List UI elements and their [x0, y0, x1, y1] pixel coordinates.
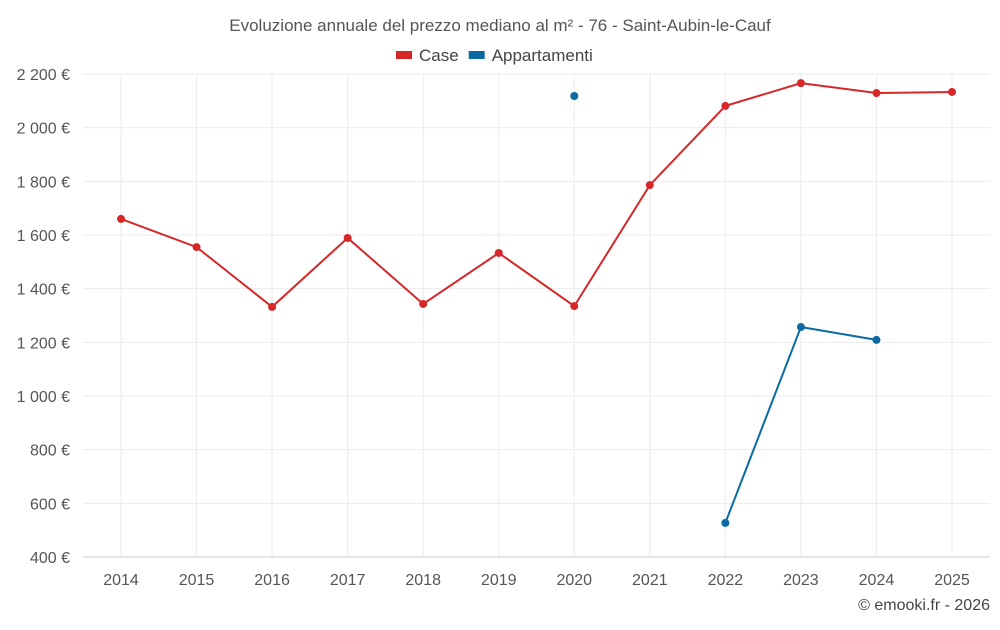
series-line-case: [120, 82, 953, 309]
legend-swatch-case: [396, 51, 412, 59]
data-point-case: [948, 87, 956, 96]
data-point-appartamenti: [570, 92, 579, 101]
x-tick-label: 2014: [103, 572, 139, 589]
y-tick-label: 400 €: [30, 550, 70, 567]
data-point-case: [494, 248, 503, 257]
data-point-case: [796, 79, 805, 88]
data-point-case: [192, 243, 201, 252]
y-tick-label: 1 200 €: [17, 335, 70, 352]
chart-title: Evoluzione annuale del prezzo mediano al…: [229, 16, 771, 35]
y-axis: 400 € 600 € 800 € 1 000 € 1 200 € 1 400 € 1 60…: [17, 67, 70, 567]
x-tick-label: 2022: [708, 572, 744, 589]
y-tick-label: 600 €: [30, 496, 70, 513]
y-tick-label: 1 600 €: [17, 228, 70, 245]
legend-label-case: Case: [419, 46, 459, 65]
data-point-case: [872, 89, 881, 98]
data-point-case: [645, 181, 654, 190]
y-tick-label: 1 400 €: [17, 282, 70, 299]
y-tick-label: 2 200 €: [17, 67, 70, 84]
data-point-case: [419, 299, 428, 308]
data-point-appartamenti: [721, 518, 730, 527]
grid: [83, 73, 990, 558]
legend-label-appartamenti: Appartamenti: [492, 46, 593, 65]
data-point-case: [268, 302, 277, 311]
y-tick-label: 1 800 €: [17, 174, 70, 191]
x-tick-label: 2016: [254, 572, 290, 589]
y-tick-label: 2 000 €: [17, 121, 70, 138]
data-point-case: [570, 302, 579, 311]
legend-swatch-appartamenti: [468, 51, 485, 59]
data-point-case: [721, 101, 730, 110]
x-tick-label: 2020: [556, 572, 592, 589]
x-tick-label: 2018: [405, 572, 441, 589]
credit: © emooki.fr - 2026: [858, 597, 990, 614]
data-point-case: [117, 214, 125, 223]
x-tick-label: 2021: [632, 572, 668, 589]
data-point-appartamenti: [872, 335, 881, 344]
legend: Case Appartamenti: [396, 46, 593, 65]
x-tick-label: 2023: [783, 572, 819, 589]
x-tick-label: 2019: [481, 572, 517, 589]
x-axis: 2014 2015 2016 2017 2018 2019 2020 2021 2022 2023…: [103, 572, 970, 589]
y-tick-label: 800 €: [30, 443, 70, 460]
data-point-case: [343, 233, 352, 242]
x-tick-label: 2017: [330, 572, 366, 589]
y-tick-label: 1 000 €: [17, 389, 70, 406]
x-tick-label: 2025: [934, 572, 970, 589]
x-tick-label: 2024: [859, 572, 895, 589]
data-point-appartamenti: [796, 323, 805, 332]
series: [117, 79, 956, 527]
x-tick-label: 2015: [179, 572, 215, 589]
